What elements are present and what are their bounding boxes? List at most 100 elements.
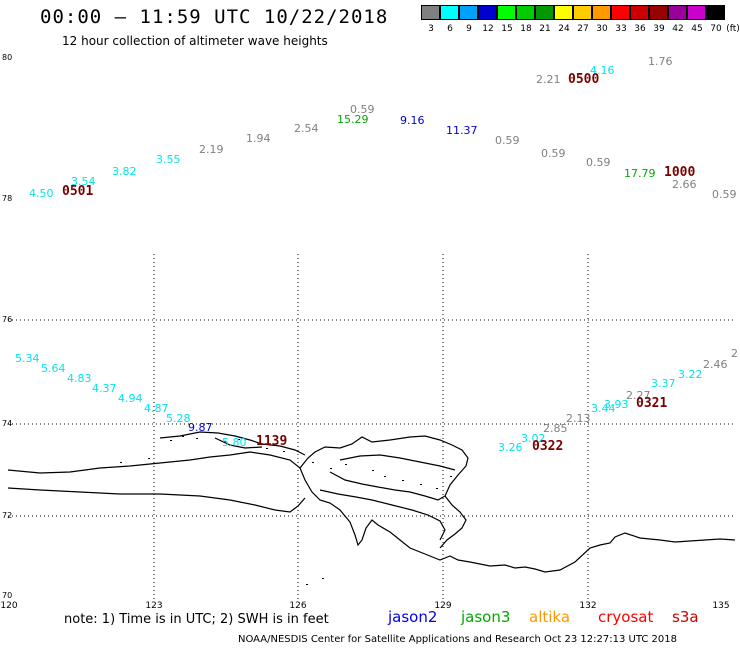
swh-value: 2.46: [703, 358, 728, 371]
color-swatch-label: 39: [653, 24, 665, 34]
swh-value: 1.94: [246, 132, 271, 145]
color-swatch-36: [630, 5, 649, 20]
color-swatch-label: 15: [501, 24, 513, 34]
lon-label-129: 129: [434, 601, 452, 611]
color-swatch-70: [706, 5, 725, 20]
island-specks: [120, 436, 452, 585]
lat-label-72: 72: [2, 511, 13, 520]
swh-value: 3.37: [651, 377, 676, 390]
swh-value: 0.59: [712, 188, 737, 201]
color-swatch-label: 33: [615, 24, 627, 34]
pass-time-label: 0321: [636, 396, 668, 411]
lat-label-76: 76: [2, 315, 13, 324]
pass-time-label: 1000: [664, 165, 696, 180]
color-swatch-label: 21: [539, 24, 551, 34]
color-swatch-6: [440, 5, 459, 20]
lat-label-78: 78: [2, 194, 13, 203]
color-swatch-label: 27: [577, 24, 589, 34]
swh-value: 15.29: [337, 113, 369, 126]
swh-value: 4.37: [92, 382, 117, 395]
color-swatch-15: [497, 5, 516, 20]
color-swatch-label: 30: [596, 24, 608, 34]
lat-label-80: 80: [2, 53, 13, 62]
credit-line: NOAA/NESDIS Center for Satellite Applica…: [238, 634, 677, 645]
swh-value: 3.44: [591, 402, 616, 415]
swh-value: 5.28: [166, 412, 191, 425]
swh-value: 2.19: [199, 143, 224, 156]
swh-value: 4.87: [144, 402, 169, 415]
swh-value: 1.76: [648, 55, 673, 68]
swh-value: 3.82: [112, 165, 137, 178]
swh-value: 11.37: [446, 124, 478, 137]
pass-time-label: 1139: [256, 434, 288, 449]
color-swatch-label: 70: [710, 24, 722, 34]
swh-value: 2.13: [566, 412, 591, 425]
lon-label-135: 135: [712, 601, 730, 611]
color-swatch-label: 42: [672, 24, 684, 34]
color-swatch-label: 45: [691, 24, 703, 34]
swh-value: 5.64: [41, 362, 66, 375]
swh-value: 3.22: [678, 368, 703, 381]
lon-label-123: 123: [145, 601, 163, 611]
pass-time-label: 0500: [568, 72, 600, 87]
color-swatch-9: [459, 5, 478, 20]
swh-value: 5.80: [222, 436, 247, 449]
color-swatch-label: 36: [634, 24, 646, 34]
swh-value: 0.59: [586, 156, 611, 169]
color-swatch-39: [649, 5, 668, 20]
lat-label-74: 74: [2, 419, 13, 428]
swh-value: 9.16: [400, 114, 425, 127]
swh-value: 0.59: [350, 103, 375, 116]
swh-value: 3.93: [604, 398, 629, 411]
satellite-legend-jason3: jason3: [461, 608, 511, 626]
satellite-legend-s3a: s3a: [672, 608, 699, 626]
color-scale-unit: (ft): [726, 24, 740, 34]
swh-value: 2.54: [294, 122, 319, 135]
color-swatch-label: 18: [520, 24, 532, 34]
pass-time-label: 0322: [532, 439, 564, 454]
pass-time-label: 0501: [62, 184, 94, 199]
swh-value: 3.55: [156, 153, 181, 166]
color-swatch-45: [687, 5, 706, 20]
satellite-legend-cryosat: cryosat: [598, 608, 654, 626]
swh-value: 3.02: [521, 432, 546, 445]
lon-label-126: 126: [289, 601, 307, 611]
color-swatch-label: 3: [428, 24, 434, 34]
swh-value: 5.34: [15, 352, 40, 365]
color-swatch-24: [554, 5, 573, 20]
color-swatch-18: [516, 5, 535, 20]
swh-value: 2.21: [536, 73, 561, 86]
color-swatch-label: 12: [482, 24, 494, 34]
swh-value: 2: [731, 347, 738, 360]
lon-label-120: 120: [0, 601, 18, 611]
swh-value: 9.87: [188, 421, 213, 434]
color-swatch-42: [668, 5, 687, 20]
map-title: 00:00 – 11:59 UTC 10/22/2018: [40, 6, 389, 28]
satellite-legend-altika: altika: [529, 608, 571, 626]
satellite-legend-jason2: jason2: [388, 608, 438, 626]
color-swatch-21: [535, 5, 554, 20]
color-swatch-27: [573, 5, 592, 20]
swh-value: 0.59: [541, 147, 566, 160]
color-swatch-label: 24: [558, 24, 570, 34]
color-swatch-30: [592, 5, 611, 20]
swh-value: 4.50: [29, 187, 54, 200]
color-swatch-label: 9: [466, 24, 472, 34]
coastline: [7, 431, 736, 573]
swh-value: 0.59: [495, 134, 520, 147]
swh-value: 3.54: [71, 175, 96, 188]
color-swatch-3: [421, 5, 440, 20]
swh-value: 4.94: [118, 392, 143, 405]
swh-value: 2.27: [626, 389, 651, 402]
lat-label-70: 70: [2, 591, 13, 600]
lat-lon-grid: [8, 254, 735, 600]
swh-value: 17.79: [624, 167, 656, 180]
color-swatch-33: [611, 5, 630, 20]
lon-label-132: 132: [579, 601, 597, 611]
map-subtitle: 12 hour collection of altimeter wave hei…: [62, 34, 328, 48]
footnote: note: 1) Time is in UTC; 2) SWH is in fe…: [64, 612, 329, 627]
color-swatch-12: [478, 5, 497, 20]
swh-value: 4.83: [67, 372, 92, 385]
